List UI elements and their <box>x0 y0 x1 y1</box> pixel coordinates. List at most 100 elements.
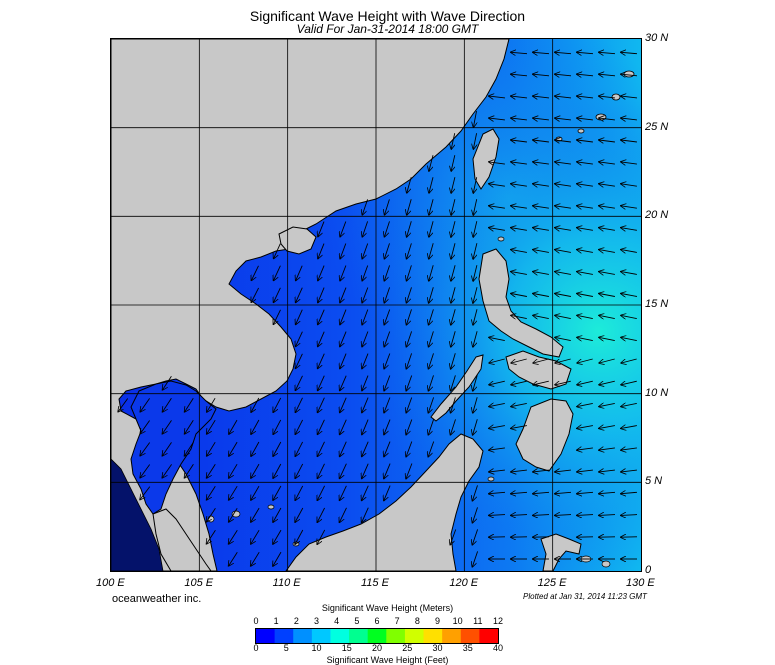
wave-arrow <box>577 184 593 186</box>
wave-arrow <box>473 485 478 500</box>
wave-arrow <box>207 397 216 412</box>
wave-arrow <box>599 74 616 76</box>
wave-arrow <box>451 177 456 193</box>
wave-arrow <box>489 492 506 493</box>
wave-arrow <box>362 199 369 214</box>
wave-arrow <box>577 358 593 363</box>
wave-arrow <box>362 265 369 281</box>
wave-arrow <box>163 376 172 389</box>
wave-arrow <box>406 397 413 413</box>
wave-arrow <box>511 162 527 164</box>
color-scale-segment <box>423 629 443 643</box>
wave-arrow <box>489 337 505 340</box>
wave-arrow <box>621 118 637 120</box>
latitude-label: 25 N <box>645 120 669 133</box>
wave-arrow <box>511 272 527 275</box>
mindanao-island <box>515 398 574 472</box>
wave-map <box>110 38 642 572</box>
wave-arrow <box>555 515 572 516</box>
wave-arrow <box>273 529 282 544</box>
wave-arrow <box>340 287 347 303</box>
wave-arrow <box>555 162 571 164</box>
color-scale-segment <box>311 629 331 643</box>
latitude-label: 15 N <box>645 298 669 310</box>
wave-arrow <box>318 309 325 325</box>
wave-arrow <box>295 529 304 544</box>
wave-arrow <box>451 155 455 171</box>
wave-arrow <box>274 265 281 281</box>
wave-arrow <box>621 140 637 142</box>
wave-arrow <box>473 243 478 259</box>
wave-arrow <box>511 492 528 493</box>
wave-arrow <box>599 118 615 120</box>
wave-arrow <box>162 464 172 477</box>
wave-arrow <box>296 375 303 390</box>
wave-arrow <box>473 507 478 522</box>
wave-arrow <box>511 403 527 406</box>
color-scale-segment <box>404 629 425 643</box>
wave-arrow <box>533 162 549 164</box>
wave-arrow <box>599 315 615 318</box>
wave-arrow <box>163 442 172 455</box>
wave-arrow <box>384 287 391 302</box>
wave-arrow <box>317 485 326 500</box>
wave-arrow <box>252 265 259 280</box>
wave-arrow <box>429 309 434 324</box>
wave-arrow <box>251 441 260 456</box>
wave-arrow <box>295 507 304 522</box>
wave-arrow <box>577 294 593 297</box>
wave-arrow <box>295 463 304 478</box>
wave-arrow <box>599 250 615 253</box>
color-scale-segment <box>330 629 350 643</box>
legend-tick-meters: 4 <box>334 616 340 626</box>
wave-arrow <box>229 419 238 434</box>
wave-arrow <box>407 199 412 214</box>
wave-arrow <box>273 397 282 412</box>
wave-arrow <box>296 309 303 325</box>
wave-arrow <box>555 96 572 98</box>
wave-arrow <box>599 448 615 450</box>
malay-peninsula <box>152 508 212 571</box>
color-scale-bar <box>255 628 499 644</box>
wave-arrow <box>340 331 347 347</box>
longitude-label: 105 E <box>184 577 214 589</box>
wave-arrow <box>140 464 151 478</box>
wave-arrow <box>577 140 593 142</box>
wave-arrow <box>274 243 281 259</box>
wave-arrow <box>362 243 369 259</box>
wave-arrow <box>599 162 615 164</box>
wave-arrow <box>251 485 260 500</box>
wave-arrow <box>489 403 505 406</box>
wave-arrow <box>533 515 550 516</box>
color-scale-segment <box>460 629 480 643</box>
wave-arrow <box>340 375 347 391</box>
wave-arrow <box>428 441 435 457</box>
wave-arrow <box>511 228 527 231</box>
wave-arrow <box>384 375 391 391</box>
wave-arrow <box>599 272 615 275</box>
wave-arrow <box>318 265 325 281</box>
wave-arrow <box>140 420 150 434</box>
wave-arrow <box>384 309 391 325</box>
wave-arrow <box>555 140 571 142</box>
wave-arrow <box>533 74 550 76</box>
wave-arrow <box>472 529 479 544</box>
wave-arrow <box>599 492 616 493</box>
legend-tick-feet: 20 <box>371 643 382 653</box>
wave-arrow <box>273 463 282 478</box>
wave-arrow <box>428 419 435 434</box>
wave-arrow <box>511 96 528 98</box>
legend-tick-feet: 25 <box>402 643 413 653</box>
wave-arrow <box>555 315 571 318</box>
wave-arrow <box>229 507 238 522</box>
wave-arrow <box>511 426 527 429</box>
wave-arrow <box>473 265 478 281</box>
wave-arrow <box>362 463 369 479</box>
legend-tick-meters: 7 <box>394 616 400 626</box>
wave-arrow <box>621 52 638 53</box>
wave-arrow <box>207 463 216 478</box>
wave-arrow <box>406 331 413 346</box>
legend-tick-meters: 3 <box>313 616 319 626</box>
wave-arrow <box>621 74 638 76</box>
wave-arrow <box>489 358 505 363</box>
